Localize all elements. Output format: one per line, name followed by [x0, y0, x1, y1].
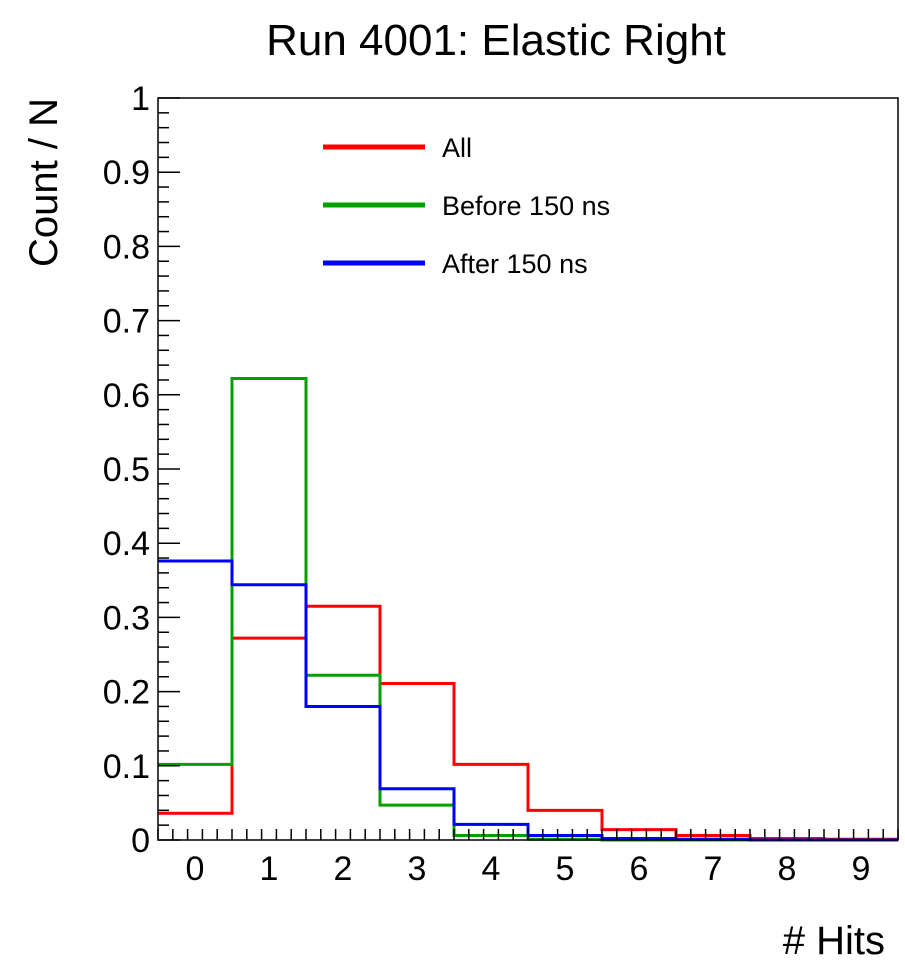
- x-tick-label: 4: [482, 850, 501, 888]
- x-tick-label: 3: [408, 850, 427, 888]
- x-tick-label: 6: [630, 850, 649, 888]
- x-axis-title: # Hits: [783, 919, 885, 963]
- legend-label-all: All: [442, 133, 472, 163]
- x-tick-label: 0: [186, 850, 205, 888]
- x-tick-label: 1: [260, 850, 279, 888]
- y-tick-label: 0.3: [103, 599, 150, 637]
- y-tick-label: 0.8: [103, 228, 150, 266]
- x-tick-label: 9: [852, 850, 871, 888]
- y-tick-label: 0: [131, 822, 150, 860]
- y-tick-label: 0.6: [103, 377, 150, 415]
- x-tick-label: 7: [704, 850, 723, 888]
- y-tick-label: 0.9: [103, 154, 150, 192]
- legend-label-before-150-ns: Before 150 ns: [442, 191, 610, 221]
- y-tick-label: 0.1: [103, 748, 150, 786]
- y-tick-label: 0.7: [103, 303, 150, 341]
- x-tick-label: 8: [778, 850, 797, 888]
- y-tick-label: 0.4: [103, 525, 150, 563]
- series-layer: [158, 376, 898, 842]
- legend: All Before 150 ns After 150 ns: [323, 133, 610, 279]
- y-tick-label: 1: [131, 80, 150, 118]
- x-tick-label: 5: [556, 850, 575, 888]
- y-tick-label: 0.5: [103, 451, 150, 489]
- series-line-all: [158, 604, 898, 841]
- axes-layer: 0 0.1 0.2 0.3 0.4 0.5 0.6 0.7 0.8 0.9 1 0 1 2 3 4 5 6 7 8 9: [103, 80, 899, 888]
- y-tick-label: 0.2: [103, 674, 150, 712]
- chart-title: Run 4001: Elastic Right: [266, 16, 726, 65]
- legend-label-after-150-ns: After 150 ns: [442, 249, 588, 279]
- x-tick-label: 2: [334, 850, 353, 888]
- y-axis-title: Count / N: [22, 98, 66, 267]
